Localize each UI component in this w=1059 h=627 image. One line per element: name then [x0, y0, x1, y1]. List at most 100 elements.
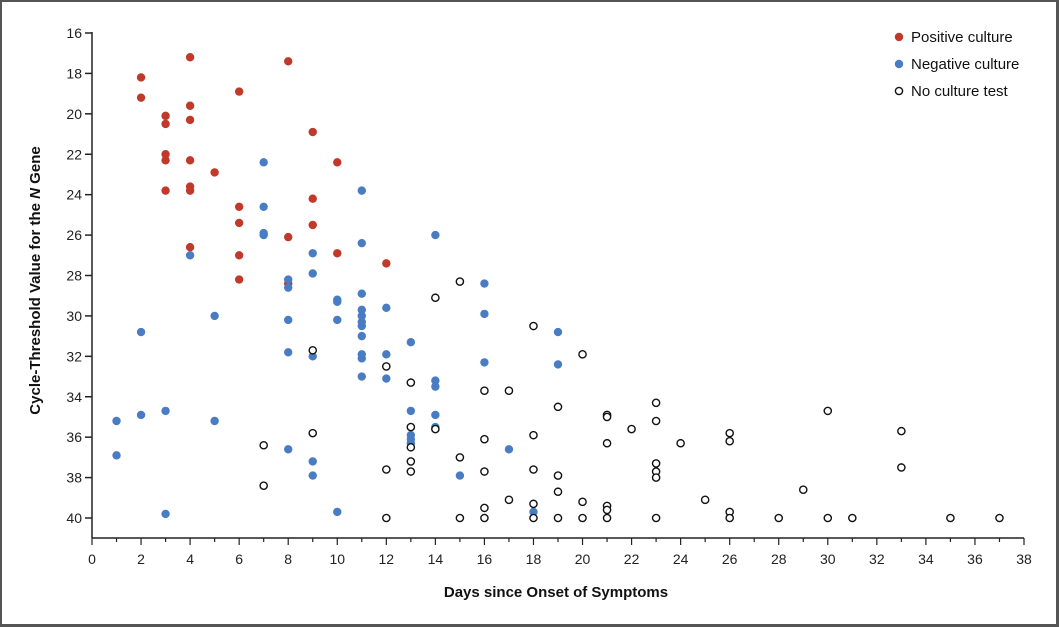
point-negative-culture — [136, 327, 146, 337]
point-no-culture-test — [602, 513, 612, 523]
point-no-culture-test — [480, 503, 489, 513]
point-no-culture-test — [676, 438, 685, 448]
x-tick-label: 6 — [235, 551, 243, 567]
x-tick-label: 28 — [771, 551, 787, 567]
y-tick-label: 16 — [66, 25, 82, 41]
point-negative-culture — [480, 279, 489, 288]
point-no-culture-test — [578, 513, 587, 523]
x-axis-title: Days since Onset of Symptoms — [444, 584, 668, 601]
point-negative-culture — [357, 372, 366, 381]
point-negative-culture — [455, 471, 465, 480]
point-negative-culture — [504, 445, 514, 454]
point-negative-culture — [185, 251, 195, 260]
point-no-culture-test — [725, 436, 734, 446]
point-positive-culture — [161, 111, 170, 121]
point-no-culture-test — [480, 513, 489, 523]
point-negative-culture — [308, 471, 317, 480]
point-negative-culture — [136, 410, 146, 420]
point-negative-culture — [112, 451, 121, 460]
x-tick-label: 22 — [624, 551, 640, 567]
point-negative-culture — [431, 410, 440, 420]
legend-item-negative-culture: Negative culture — [894, 56, 1019, 73]
y-tick-label: 38 — [66, 470, 82, 486]
y-axis-title-part-3: Gene — [27, 146, 44, 188]
point-no-culture-test — [897, 463, 906, 472]
point-positive-culture — [136, 93, 146, 102]
point-no-culture-test — [455, 277, 465, 286]
point-positive-culture — [185, 156, 195, 165]
point-positive-culture — [136, 73, 146, 82]
point-negative-culture — [406, 406, 416, 416]
point-no-culture-test — [382, 513, 391, 523]
x-tick-label: 34 — [918, 551, 934, 567]
x-tick-label: 4 — [186, 551, 194, 567]
point-negative-culture — [284, 348, 293, 357]
data-points — [112, 53, 1004, 523]
point-no-culture-test — [406, 442, 416, 452]
x-tick-label: 26 — [722, 551, 738, 567]
point-no-culture-test — [553, 471, 563, 480]
point-negative-culture — [480, 358, 489, 367]
point-no-culture-test — [504, 495, 514, 505]
point-positive-culture — [234, 202, 244, 211]
point-positive-culture — [333, 249, 342, 258]
point-no-culture-test — [480, 434, 489, 444]
point-negative-culture — [210, 416, 219, 426]
y-tick-label: 40 — [66, 510, 82, 526]
point-no-culture-test — [823, 406, 833, 416]
point-negative-culture — [382, 303, 391, 313]
x-tick-label: 0 — [88, 551, 96, 567]
y-tick-label: 18 — [66, 65, 82, 81]
y-tick-label: 22 — [66, 146, 82, 162]
point-negative-culture — [284, 275, 293, 284]
point-negative-culture — [357, 331, 366, 341]
point-positive-culture — [308, 194, 317, 203]
point-negative-culture — [259, 202, 268, 211]
point-positive-culture — [234, 275, 244, 284]
point-no-culture-test — [529, 430, 538, 440]
point-negative-culture — [308, 457, 317, 466]
point-positive-culture — [333, 158, 342, 167]
point-no-culture-test — [480, 386, 489, 395]
point-no-culture-test — [553, 402, 563, 412]
point-negative-culture — [161, 406, 170, 416]
x-tick-label: 32 — [869, 551, 885, 567]
point-no-culture-test — [406, 467, 416, 476]
point-negative-culture — [308, 269, 317, 278]
point-no-culture-test — [431, 293, 440, 303]
point-no-culture-test — [529, 465, 538, 474]
point-no-culture-test — [529, 499, 538, 509]
point-no-culture-test — [504, 386, 514, 395]
point-negative-culture — [308, 249, 317, 258]
y-tick-label: 20 — [66, 106, 82, 122]
point-negative-culture — [284, 315, 293, 325]
point-no-culture-test — [798, 485, 808, 495]
x-tick-label: 36 — [967, 551, 983, 567]
point-negative-culture — [357, 321, 366, 331]
point-negative-culture — [259, 230, 268, 240]
point-negative-culture — [284, 283, 293, 292]
point-negative-culture — [357, 289, 366, 298]
x-tick-label: 24 — [673, 551, 689, 567]
point-no-culture-test — [431, 424, 440, 434]
point-no-culture-test — [480, 467, 489, 476]
point-negative-culture — [210, 311, 219, 321]
point-no-culture-test — [700, 495, 710, 505]
x-tick-label: 16 — [477, 551, 493, 567]
point-no-culture-test — [259, 440, 268, 450]
point-negative-culture — [333, 507, 342, 517]
point-positive-culture — [234, 218, 244, 228]
legend-marker-positive-culture — [894, 32, 904, 42]
point-negative-culture — [382, 374, 391, 383]
x-tick-label: 38 — [1016, 551, 1032, 567]
legend-label-no-culture-test: No culture test — [911, 83, 1009, 100]
point-no-culture-test — [848, 513, 857, 523]
point-positive-culture — [308, 127, 317, 137]
point-no-culture-test — [406, 457, 416, 466]
x-tick-label: 18 — [526, 551, 542, 567]
legend: Positive culture Negative culture No cul… — [894, 29, 1019, 100]
point-positive-culture — [308, 220, 317, 230]
point-negative-culture — [333, 297, 342, 306]
